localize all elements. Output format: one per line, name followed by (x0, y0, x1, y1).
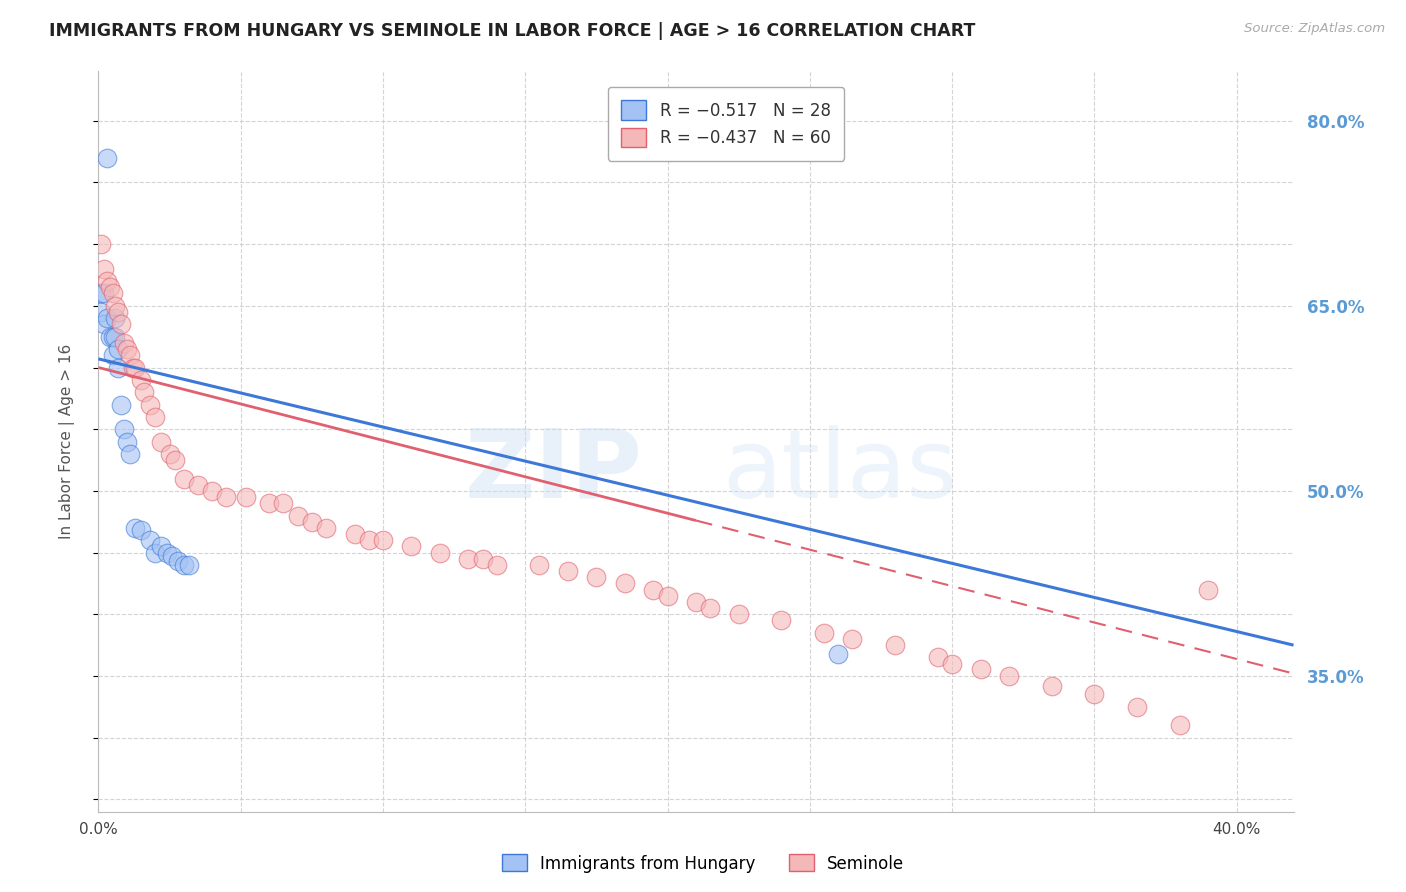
Point (401, 540, 423, 554)
Point (93, 318, 115, 332)
Point (167, 554, 190, 568)
Point (827, 647, 849, 661)
Text: ZIP: ZIP (464, 425, 643, 517)
Point (1040, 679, 1063, 693)
Point (101, 329, 124, 343)
Point (429, 545, 451, 560)
Text: atlas: atlas (721, 425, 957, 517)
Point (1126, 699, 1149, 714)
Point (150, 434, 173, 449)
Point (770, 614, 793, 628)
Point (1168, 718, 1191, 732)
Point (96, 151, 118, 165)
Point (115, 342, 138, 356)
Point (685, 595, 707, 609)
Point (93, 261, 115, 276)
Point (90, 286, 112, 301)
Point (118, 348, 141, 362)
Point (98, 329, 121, 343)
Point (884, 638, 907, 652)
Point (104, 311, 127, 326)
Point (585, 570, 607, 584)
Point (96, 311, 118, 326)
Point (90, 305, 112, 319)
Legend: R = −0.517   N = 28, R = −0.437   N = 60: R = −0.517 N = 28, R = −0.437 N = 60 (607, 87, 844, 161)
Point (343, 527, 366, 541)
Point (118, 447, 141, 461)
Point (104, 299, 127, 313)
Point (357, 533, 380, 548)
Point (969, 662, 991, 676)
Point (927, 650, 949, 665)
Point (159, 447, 181, 461)
Point (101, 286, 124, 301)
Point (112, 335, 135, 350)
Point (485, 558, 508, 572)
Point (93, 286, 115, 301)
Point (643, 582, 665, 597)
Point (110, 318, 132, 332)
Point (143, 545, 166, 560)
Point (162, 549, 184, 564)
Point (215, 490, 238, 504)
Point (998, 669, 1021, 683)
Point (98, 280, 121, 294)
Point (115, 434, 138, 449)
Legend: Immigrants from Hungary, Seminole: Immigrants from Hungary, Seminole (495, 847, 911, 880)
Point (124, 360, 146, 375)
Point (107, 342, 129, 356)
Point (727, 607, 749, 622)
Point (107, 305, 129, 319)
Point (143, 409, 166, 424)
Point (101, 348, 124, 362)
Point (941, 657, 963, 671)
Point (371, 533, 394, 548)
Point (457, 551, 479, 566)
Point (121, 360, 143, 375)
Point (150, 540, 173, 554)
Point (235, 490, 257, 504)
Point (107, 360, 129, 375)
Point (129, 373, 152, 387)
Point (173, 558, 195, 572)
Point (138, 533, 160, 548)
Point (201, 483, 224, 498)
Point (557, 564, 579, 578)
Point (129, 524, 152, 538)
Point (187, 477, 209, 491)
Point (124, 521, 146, 535)
Point (173, 471, 195, 485)
Text: Source: ZipAtlas.com: Source: ZipAtlas.com (1244, 22, 1385, 36)
Point (90, 237, 112, 252)
Point (257, 496, 280, 510)
Point (179, 558, 201, 572)
Point (315, 521, 337, 535)
Point (156, 545, 179, 560)
Point (273, 496, 295, 510)
Point (104, 329, 127, 343)
Point (96, 274, 118, 288)
Point (841, 632, 863, 646)
Point (287, 508, 309, 523)
Point (110, 398, 132, 412)
Point (657, 589, 679, 603)
Point (529, 558, 551, 572)
Point (1197, 582, 1219, 597)
Point (132, 385, 155, 400)
Point (301, 515, 323, 529)
Text: IMMIGRANTS FROM HUNGARY VS SEMINOLE IN LABOR FORCE | AGE > 16 CORRELATION CHART: IMMIGRANTS FROM HUNGARY VS SEMINOLE IN L… (49, 22, 976, 40)
Point (1083, 688, 1105, 702)
Point (138, 398, 160, 412)
Point (471, 551, 494, 566)
Point (813, 625, 835, 640)
Point (613, 576, 636, 591)
Point (699, 601, 721, 615)
Y-axis label: In Labor Force | Age > 16: In Labor Force | Age > 16 (59, 344, 75, 539)
Point (112, 422, 135, 436)
Point (165, 453, 187, 467)
